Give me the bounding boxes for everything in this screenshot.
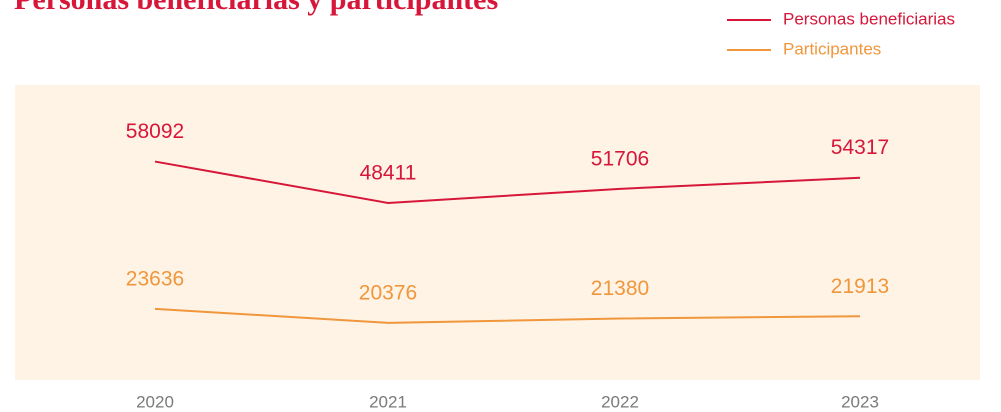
data-label: 54317 — [831, 136, 889, 159]
series-line — [154, 160, 861, 204]
data-label: 20376 — [359, 281, 417, 304]
legend-label: Personas beneficiarias — [783, 9, 955, 28]
data-label: 58092 — [126, 120, 184, 143]
chart-title: Personas beneficiarias y participantes — [14, 0, 498, 16]
data-label: 48411 — [360, 161, 417, 184]
data-label: 21380 — [591, 277, 649, 300]
legend-label: Participantes — [783, 39, 881, 58]
series-line — [154, 307, 861, 324]
data-label: 21913 — [831, 275, 889, 298]
data-label: 23636 — [126, 267, 184, 290]
data-label: 51706 — [591, 147, 649, 170]
plot-background — [15, 85, 980, 380]
x-tick-label: 2023 — [841, 392, 879, 411]
x-tick-label: 2021 — [369, 392, 407, 411]
x-tick-label: 2022 — [601, 392, 639, 411]
x-tick-label: 2020 — [136, 392, 174, 411]
